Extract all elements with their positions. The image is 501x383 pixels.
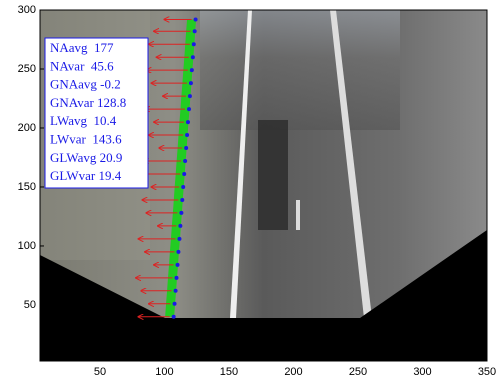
x-tick-label: 150	[220, 366, 238, 378]
boundary-point	[190, 68, 194, 72]
boundary-point	[185, 133, 189, 137]
stat-line: GLWavg 20.9	[50, 150, 122, 165]
boundary-point	[192, 42, 196, 46]
boundary-point	[187, 107, 191, 111]
x-tick-label: 50	[94, 366, 106, 378]
boundary-point	[172, 315, 176, 319]
x-tick-label: 200	[284, 366, 302, 378]
boundary-point	[176, 263, 180, 267]
boundary-point	[181, 185, 185, 189]
y-tick-label: 250	[18, 63, 36, 75]
boundary-point	[182, 172, 186, 176]
boundary-point	[173, 302, 177, 306]
boundary-point	[177, 237, 181, 241]
boundary-point	[186, 120, 190, 124]
y-tick-label: 50	[24, 299, 36, 311]
page: NAavg 177 NAvar 45.6 GNAavg -0.2 GNAvar 128…	[0, 0, 501, 383]
boundary-point	[180, 198, 184, 202]
y-tick-label: 150	[18, 181, 36, 193]
stat-line: NAvar 45.6	[50, 58, 114, 73]
boundary-point	[193, 29, 197, 33]
y-tick-label: 200	[18, 122, 36, 134]
x-tick-label: 250	[349, 366, 367, 378]
stat-line: LWvar 143.6	[50, 131, 122, 146]
y-tick-label: 300	[18, 4, 36, 16]
figure: NAavg 177 NAvar 45.6 GNAavg -0.2 GNAvar 128…	[0, 0, 501, 383]
stat-line: GNAvar 128.8	[50, 95, 126, 110]
boundary-point	[194, 17, 198, 21]
boundary-point	[176, 250, 180, 254]
boundary-point	[179, 211, 183, 215]
x-tick-label: 300	[413, 366, 431, 378]
stat-line: GNAavg -0.2	[50, 77, 121, 92]
boundary-point	[189, 81, 193, 85]
boundary-point	[178, 224, 182, 228]
boundary-point	[183, 159, 187, 163]
x-tick-label: 100	[155, 366, 173, 378]
boundary-point	[184, 146, 188, 150]
y-tick-label: 100	[18, 240, 36, 252]
stat-line: LWavg 10.4	[50, 113, 117, 128]
boundary-point	[174, 289, 178, 293]
x-tick-label: 350	[478, 366, 496, 378]
stats-box: NAavg 177 NAvar 45.6 GNAavg -0.2 GNAvar 128…	[45, 38, 148, 188]
boundary-point	[188, 94, 192, 98]
stat-line: GLWvar 19.4	[50, 168, 122, 183]
boundary-point	[191, 55, 195, 59]
boundary-point	[174, 276, 178, 280]
stat-line: NAavg 177	[50, 40, 114, 55]
